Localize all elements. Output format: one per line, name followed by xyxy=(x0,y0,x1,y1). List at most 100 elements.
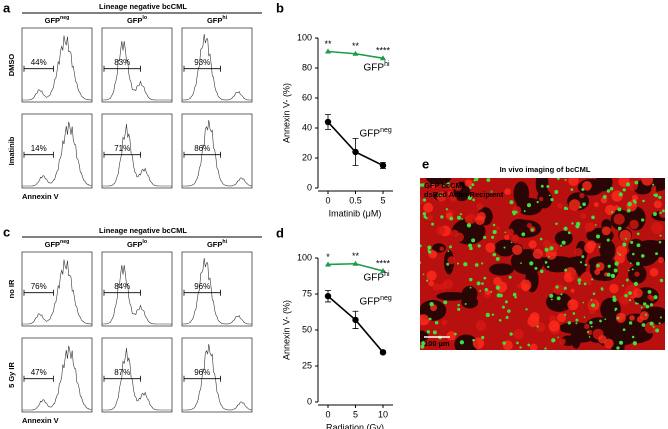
gfp-cell xyxy=(556,178,560,180)
void xyxy=(513,181,530,207)
gfp-cell xyxy=(421,183,426,187)
vessel xyxy=(649,267,659,277)
gfp-cell xyxy=(618,192,623,197)
gfp-cell xyxy=(591,303,596,308)
column-header: GFPneg xyxy=(45,15,70,25)
vessel xyxy=(436,226,446,236)
vessel xyxy=(587,223,596,231)
gfp-cell xyxy=(655,328,660,333)
gfp-cell xyxy=(627,203,631,206)
x-tick-label: 10 xyxy=(378,409,388,419)
gfp-cell xyxy=(594,224,597,226)
x-axis-label: Annexin V xyxy=(22,192,59,201)
histogram xyxy=(22,259,93,325)
histogram-frame xyxy=(101,251,173,327)
y-tick-label: 0 xyxy=(307,182,312,192)
vessel xyxy=(559,338,566,345)
gfp-cell xyxy=(635,302,638,305)
histogram xyxy=(182,33,252,101)
gfp-cell xyxy=(654,193,659,198)
gfp-cell xyxy=(588,336,591,338)
gfp-cell xyxy=(525,308,528,311)
gfp-cell xyxy=(564,286,567,289)
point xyxy=(379,162,387,169)
significance: * xyxy=(326,252,330,262)
gfp-cell xyxy=(511,210,516,214)
gfp-cell xyxy=(510,241,513,244)
gfp-cell xyxy=(443,300,448,305)
gfp-cell xyxy=(637,302,639,305)
gate-percent: 14% xyxy=(31,144,47,153)
gate-percent: 84% xyxy=(114,282,130,291)
vessel xyxy=(633,288,643,298)
gfp-cell xyxy=(492,223,496,227)
gfp-cell xyxy=(631,335,635,339)
gfp-cell xyxy=(514,296,517,299)
gfp-cell xyxy=(614,261,619,266)
gfp-cell xyxy=(469,246,473,251)
gfp-cell xyxy=(447,250,450,253)
column-header-sup: neg xyxy=(60,239,69,245)
gfp-cell xyxy=(564,178,567,181)
vessel xyxy=(634,271,640,277)
vessel xyxy=(529,343,538,350)
gfp-cell xyxy=(565,207,569,210)
vessel xyxy=(423,202,434,213)
void xyxy=(461,285,478,303)
gfp-cell xyxy=(590,299,593,301)
gfp-cell xyxy=(439,193,443,197)
vessel xyxy=(504,188,512,195)
gfp-cell xyxy=(501,305,505,309)
series-label: GFPneg xyxy=(360,295,392,307)
vessel xyxy=(574,247,583,257)
gfp-cell xyxy=(582,301,585,304)
vessel xyxy=(447,191,453,196)
gfp-cell xyxy=(457,307,461,311)
micrograph xyxy=(420,178,665,350)
gfp-cell xyxy=(549,293,554,298)
gfp-cell xyxy=(555,222,558,226)
vessel xyxy=(538,196,544,202)
vessel xyxy=(582,181,592,191)
gfp-cell xyxy=(617,226,622,231)
vessel xyxy=(472,337,485,349)
gfp-cell xyxy=(581,255,585,259)
column-header: GFPneg xyxy=(45,239,70,249)
gfp-cell xyxy=(557,336,560,339)
panel-letter: d xyxy=(276,225,284,240)
gfp-cell xyxy=(490,290,493,293)
vessel xyxy=(503,234,510,241)
gfp-cell xyxy=(560,293,563,296)
vessel xyxy=(475,215,485,226)
gfp-cell xyxy=(544,261,548,264)
row-label: Imatinib xyxy=(7,136,16,165)
gfp-cell xyxy=(555,285,559,289)
gfp-cell xyxy=(560,244,563,247)
gfp-cell xyxy=(472,198,475,202)
vessel xyxy=(598,335,607,344)
point xyxy=(324,118,332,126)
gfp-cell xyxy=(633,281,639,286)
gfp-cell xyxy=(578,282,581,285)
vessel xyxy=(441,319,448,326)
x-tick-label: 0 xyxy=(325,409,330,419)
gfp-cell xyxy=(539,237,543,241)
histogram-frame xyxy=(21,113,93,189)
gfp-cell xyxy=(485,312,490,318)
histogram-frame xyxy=(21,27,93,103)
gfp-cell xyxy=(519,346,522,349)
void xyxy=(537,189,553,209)
gfp-cell xyxy=(590,325,593,328)
gfp-cell xyxy=(464,302,467,305)
vessel xyxy=(428,280,435,287)
gfp-cell xyxy=(422,212,427,216)
gfp-cell xyxy=(616,316,620,320)
vessel xyxy=(593,202,599,208)
gfp-cell xyxy=(530,228,534,232)
gfp-cell xyxy=(624,237,627,240)
vessel xyxy=(542,240,551,249)
void xyxy=(454,334,478,350)
gfp-cell xyxy=(486,178,491,182)
gfp-cell xyxy=(479,289,482,292)
gfp-cell xyxy=(495,285,501,290)
